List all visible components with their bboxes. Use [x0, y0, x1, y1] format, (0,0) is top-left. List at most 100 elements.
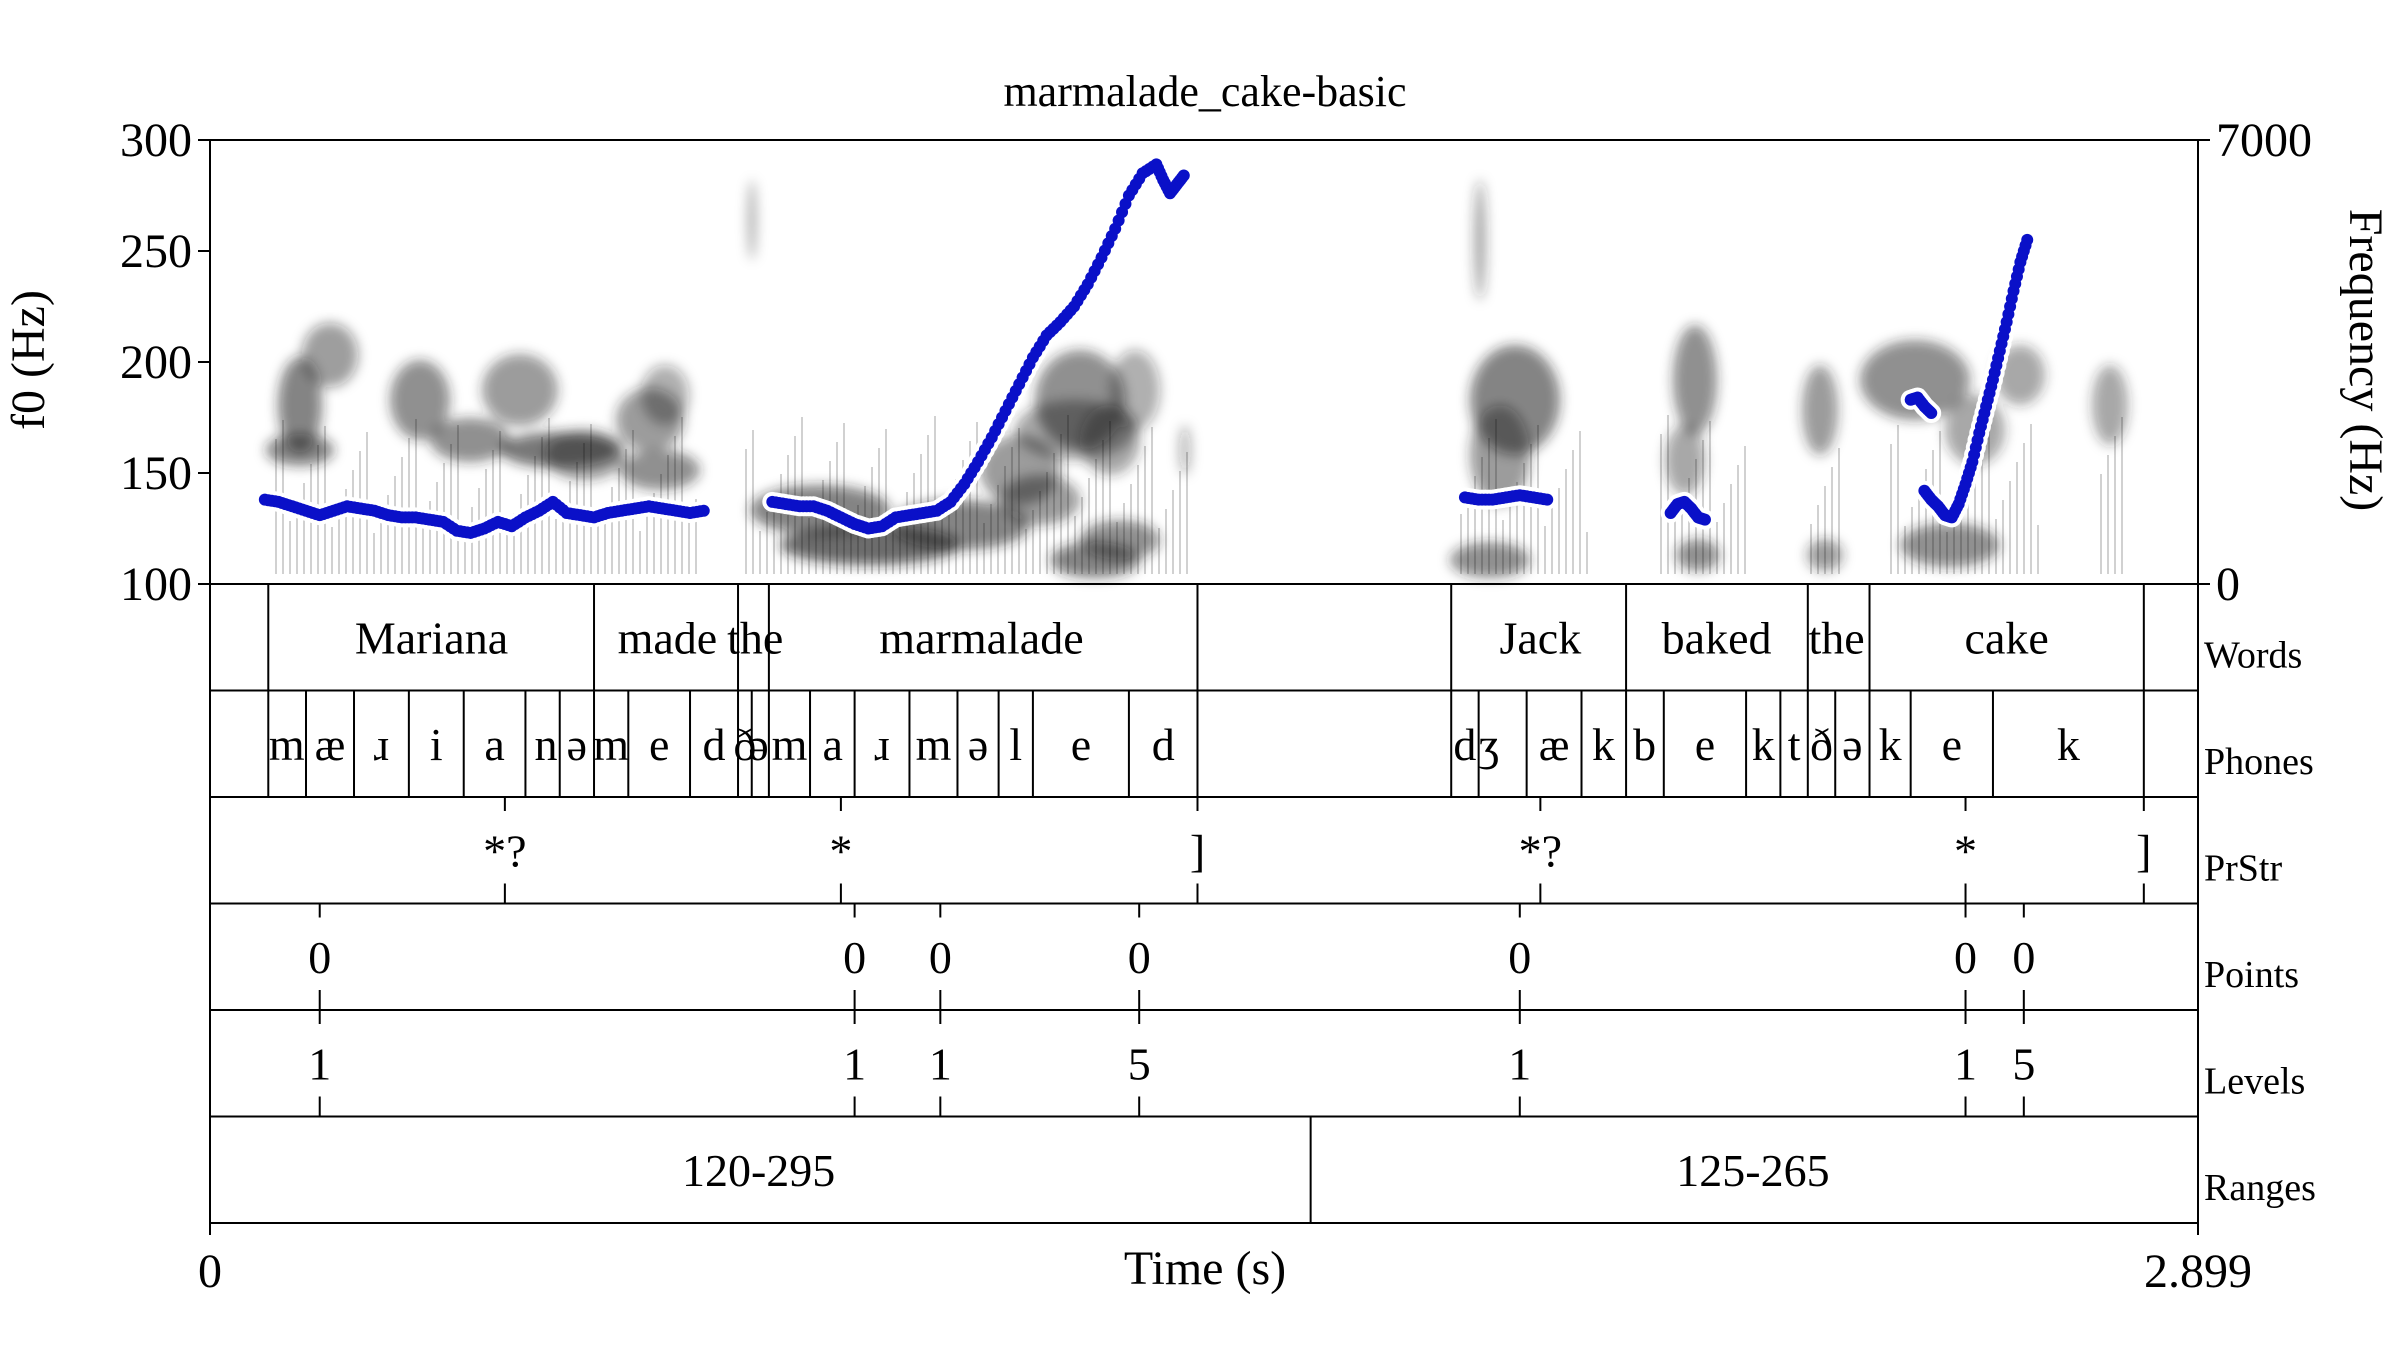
interval-label: ə: [748, 719, 768, 770]
spectrogram-striation: [1831, 467, 1833, 574]
f0-point: [2021, 233, 2034, 246]
spectrogram-striation: [2121, 417, 2123, 574]
interval-label: k: [1879, 719, 1902, 770]
spectrogram-striation: [1088, 478, 1090, 574]
spectrogram-striation: [1824, 486, 1826, 574]
spectrogram-striation: [450, 444, 452, 574]
y-tick-label-left: 200: [120, 336, 192, 389]
spectrogram-striation: [1810, 524, 1812, 574]
tier-prstr: PrStr *? *] *? *]: [209, 796, 2282, 905]
x-tick-label-end: 2.899: [2144, 1245, 2252, 1298]
spectrogram-striation: [773, 493, 775, 574]
point-label: ]: [1190, 825, 1205, 876]
spectrogram-striation: [962, 460, 964, 574]
point-label: ]: [2136, 825, 2151, 876]
spectrogram-striation: [1032, 510, 1034, 574]
spectrogram-striation: [1102, 440, 1104, 574]
spectrogram-striation: [1960, 494, 1962, 574]
interval-label: made: [618, 612, 718, 663]
interval-label: ə: [567, 719, 587, 770]
spectrogram-band: [545, 430, 625, 480]
spectrogram-band: [266, 434, 334, 466]
spectrogram-striation: [1151, 427, 1153, 574]
spectrogram-band: [1179, 425, 1191, 475]
spectrogram-striation: [1838, 448, 1840, 574]
spectrogram-striation: [1130, 484, 1132, 574]
spectrogram-band: [1450, 542, 1530, 578]
interval-label: e: [649, 719, 669, 770]
spectrogram-striation: [2100, 474, 2102, 574]
tier-box: [209, 1115, 2199, 1224]
spectrogram-band: [430, 418, 510, 462]
spectrogram-band: [641, 365, 689, 425]
spectrogram-striation: [2009, 481, 2011, 574]
interval-label: m: [593, 719, 629, 770]
spectrogram-striation: [990, 504, 992, 574]
spectrogram-striation: [899, 511, 901, 574]
x-axis-label: Time (s): [1124, 1242, 1286, 1295]
interval-label: ð: [1810, 719, 1833, 770]
interval-label: ɹ: [874, 719, 889, 770]
point-label: *?: [1519, 825, 1562, 876]
interval-label: e: [1695, 719, 1715, 770]
spectrogram-striation: [2016, 462, 2018, 574]
spectrogram-band: [2092, 365, 2128, 445]
spectrogram-striation: [289, 521, 291, 574]
interval-label: m: [269, 719, 305, 770]
spectrogram-striation: [1060, 434, 1062, 574]
f0-point: [1698, 513, 1711, 526]
spectrogram-striation: [1018, 428, 1020, 574]
spectrogram-striation: [2114, 436, 2116, 574]
spectrogram-striation: [1460, 514, 1462, 574]
spectrogram-striation: [1046, 472, 1048, 574]
spectrogram-striation: [983, 523, 985, 574]
spectrogram-striation: [1702, 440, 1704, 574]
point-label: 0: [1508, 932, 1531, 983]
tier-box: [209, 1009, 2199, 1118]
interval-label: Mariana: [355, 612, 508, 663]
spectrogram-striation: [969, 441, 971, 574]
interval-label: n: [535, 719, 558, 770]
spectrogram-striation: [815, 499, 817, 574]
interval-label: the: [1809, 612, 1865, 663]
spectrogram-striation: [1137, 465, 1139, 574]
spectrogram-striation: [387, 495, 389, 574]
f0-halo: [254, 154, 2038, 543]
interval-label: æ: [315, 719, 346, 770]
spectrogram-band: [1860, 340, 1970, 420]
figure-title: marmalade_cake-basic: [1003, 67, 1406, 116]
interval-label: m: [772, 719, 808, 770]
spectrogram-striation: [422, 520, 424, 574]
spectrogram-striation: [1165, 509, 1167, 574]
spectrogram-striation: [1172, 490, 1174, 574]
spectrogram-striation: [1565, 469, 1567, 574]
interval-label: b: [1633, 719, 1656, 770]
spectrogram-striation: [1039, 491, 1041, 574]
spectrogram-striation: [857, 505, 859, 574]
spectrogram-striation: [373, 533, 375, 574]
spectrogram-band: [1080, 520, 1160, 560]
point-label: 0: [2012, 932, 2035, 983]
spectrogram-striation: [752, 430, 754, 574]
spectrogram-striation: [2107, 455, 2109, 574]
y-tick-label-left: 100: [120, 558, 192, 611]
spectrogram-striation: [1730, 484, 1732, 574]
interval-label: l: [1009, 719, 1022, 770]
tier-name: PrStr: [2204, 847, 2282, 889]
spectrogram-striation: [555, 519, 557, 574]
spectrogram-striation: [1817, 505, 1819, 574]
spectrogram-striation: [1946, 532, 1948, 574]
spectrogram-striation: [1144, 446, 1146, 574]
spectrogram-striation: [843, 423, 845, 574]
spectrogram-striation: [1509, 501, 1511, 574]
y-axis-left-label: f0 (Hz): [2, 290, 55, 430]
spectrogram-striation: [1523, 463, 1525, 574]
spectrogram-striation: [646, 512, 648, 574]
spectrogram-striation: [976, 422, 978, 574]
spectrogram-striation: [780, 474, 782, 574]
spectrogram-striation: [1660, 434, 1662, 574]
spectrogram-striation: [660, 474, 662, 574]
